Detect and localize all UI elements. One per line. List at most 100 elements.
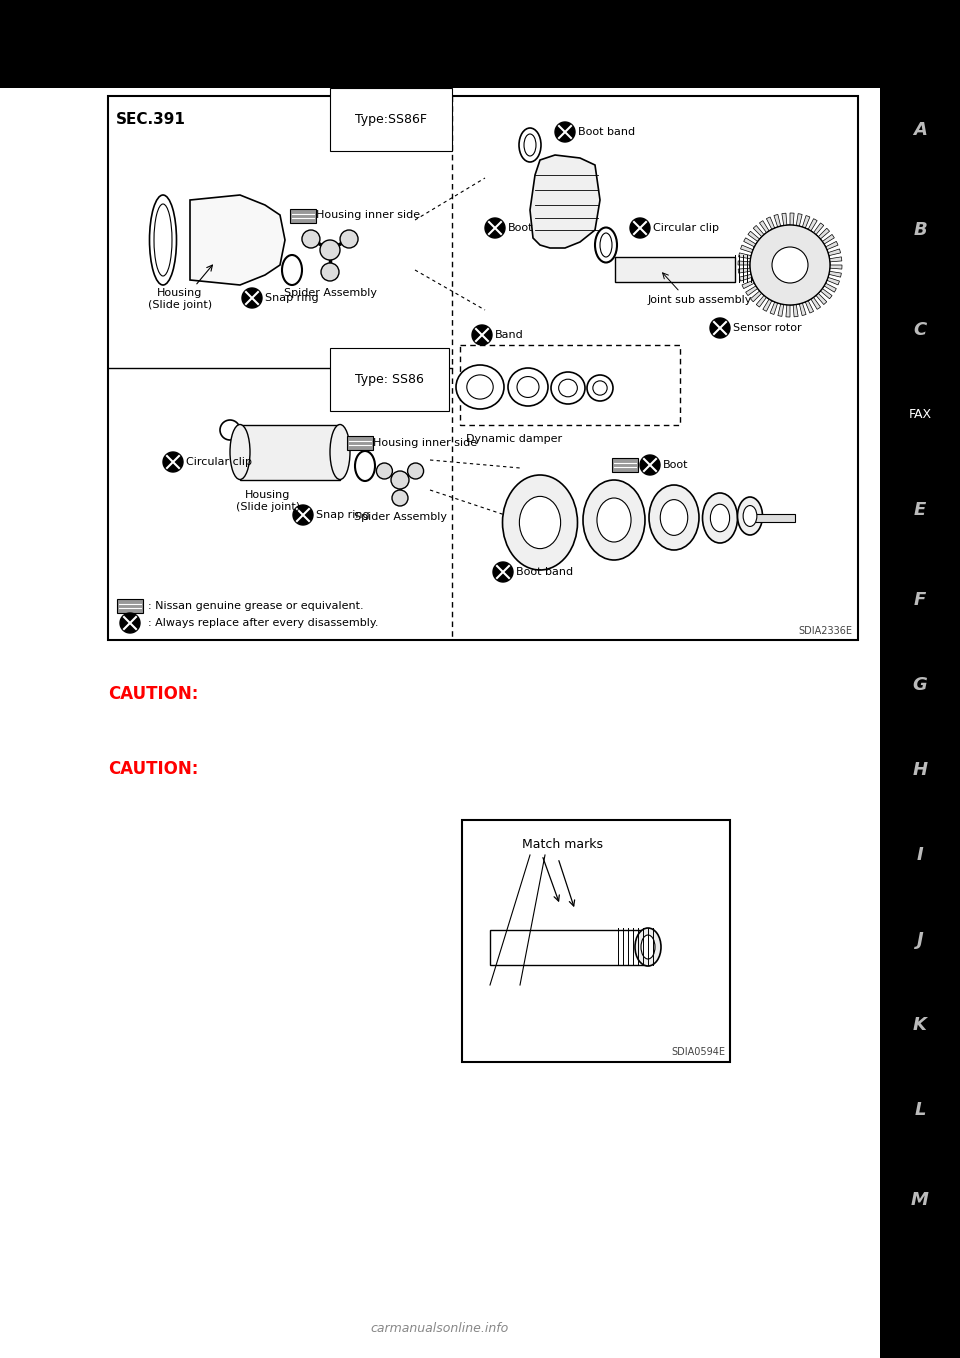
Text: H: H [912,760,927,779]
Text: E: E [914,501,926,519]
Ellipse shape [710,504,730,532]
Ellipse shape [587,375,613,401]
Ellipse shape [551,372,585,403]
Ellipse shape [230,425,250,479]
Circle shape [555,122,575,143]
Text: SDIA2336E: SDIA2336E [798,626,852,636]
Text: Housing inner side: Housing inner side [316,210,420,220]
Polygon shape [803,216,810,230]
Text: C: C [913,320,926,340]
Ellipse shape [600,234,612,257]
Polygon shape [766,217,778,230]
Text: Housing
(Slide joint): Housing (Slide joint) [148,288,212,310]
Circle shape [321,263,339,281]
Polygon shape [813,293,827,304]
Bar [612,458,638,473]
Polygon shape [826,277,839,285]
Bar [880,0,960,1358]
Text: Housing
(Slide joint): Housing (Slide joint) [236,490,300,512]
Text: Boot: Boot [508,223,534,234]
Polygon shape [770,300,778,315]
Circle shape [391,471,409,489]
Polygon shape [751,288,761,301]
Circle shape [120,612,140,633]
Ellipse shape [641,936,655,959]
Text: SEC.391: SEC.391 [116,111,186,128]
Text: Boot band: Boot band [516,568,573,577]
Bar [755,513,795,521]
Bar [490,930,650,966]
Polygon shape [826,242,838,253]
Text: CAUTION:: CAUTION: [108,684,199,703]
Text: carmanualsonline.info: carmanualsonline.info [371,1321,509,1335]
Text: Spider Assembly: Spider Assembly [353,512,446,521]
Polygon shape [818,228,829,242]
Polygon shape [739,272,752,281]
Text: Sensor rotor: Sensor rotor [733,323,802,333]
Ellipse shape [559,379,577,397]
Polygon shape [828,272,841,277]
Ellipse shape [593,380,607,395]
Circle shape [772,247,808,282]
Polygon shape [818,288,832,299]
Polygon shape [759,220,772,232]
Polygon shape [756,293,766,307]
Polygon shape [738,265,751,273]
Circle shape [220,420,240,440]
Bar [615,257,735,282]
Ellipse shape [524,134,536,156]
Polygon shape [190,196,285,285]
Polygon shape [778,303,783,316]
Polygon shape [808,219,817,232]
Text: Type: SS86: Type: SS86 [355,373,424,386]
Polygon shape [796,303,806,315]
Circle shape [485,219,505,238]
Polygon shape [781,213,790,225]
Polygon shape [823,284,836,292]
Text: Snap ring: Snap ring [316,511,370,520]
Polygon shape [823,235,834,247]
Text: B: B [913,221,926,239]
Bar [240,425,340,479]
Bar [462,820,730,1062]
Bar [347,436,373,449]
Text: Type:SS86F: Type:SS86F [355,113,427,126]
Polygon shape [738,253,752,259]
Text: CAUTION:: CAUTION: [108,760,199,778]
Text: : Nissan genuine grease or equivalent.: : Nissan genuine grease or equivalent. [148,602,364,611]
Text: Band: Band [495,330,524,340]
Text: K: K [913,1016,927,1033]
Polygon shape [813,223,824,236]
Ellipse shape [456,365,504,409]
Text: Housing inner side: Housing inner side [373,439,477,448]
Polygon shape [742,277,755,289]
Ellipse shape [330,425,350,479]
Text: G: G [913,676,927,694]
Circle shape [493,562,513,583]
Circle shape [640,455,660,475]
Ellipse shape [519,497,561,549]
Polygon shape [763,297,772,311]
Ellipse shape [743,505,756,527]
Circle shape [242,288,262,308]
Bar [290,209,316,223]
Ellipse shape [517,376,539,398]
Text: Match marks: Match marks [522,838,603,851]
Text: Circular clip: Circular clip [653,223,719,234]
Polygon shape [790,304,798,316]
Text: L: L [914,1101,925,1119]
Text: Dynamic damper: Dynamic damper [466,435,563,444]
Polygon shape [808,297,821,310]
Text: Spider Assembly: Spider Assembly [283,288,376,297]
Polygon shape [790,213,796,225]
Circle shape [710,318,730,338]
Ellipse shape [597,498,631,542]
Circle shape [392,490,408,507]
Polygon shape [783,304,790,316]
Circle shape [376,463,393,479]
Polygon shape [774,215,783,227]
Circle shape [630,219,650,238]
Text: Joint sub assembly: Joint sub assembly [648,295,753,306]
Ellipse shape [519,128,541,162]
Polygon shape [829,257,842,265]
